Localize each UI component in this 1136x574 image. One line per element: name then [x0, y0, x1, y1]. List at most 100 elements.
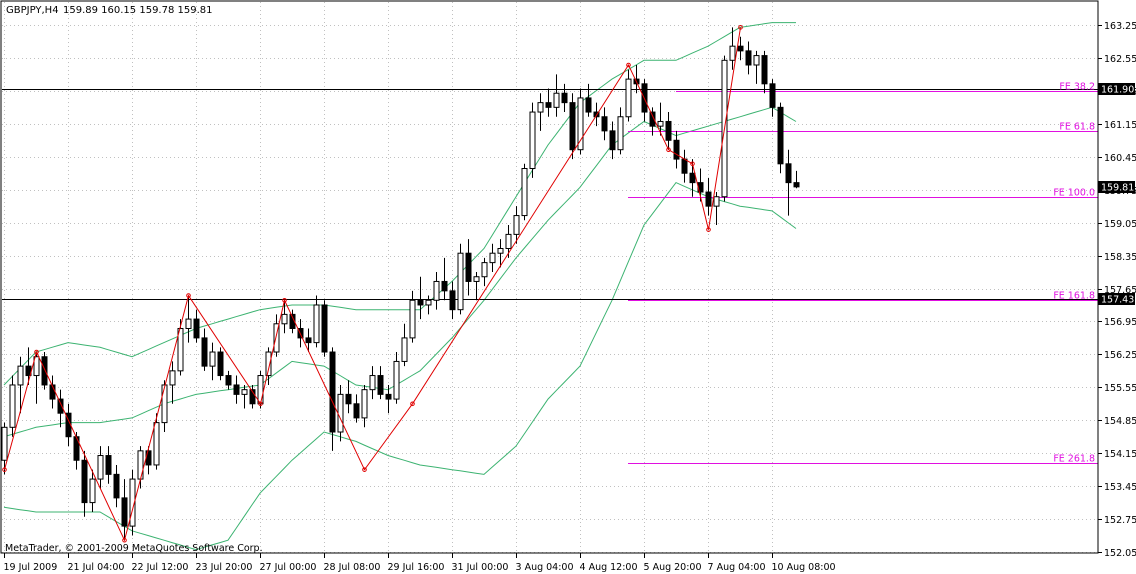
candle	[761, 50, 768, 94]
candle	[713, 192, 720, 225]
candle	[409, 290, 416, 343]
candle-body-bear	[81, 459, 88, 504]
candle-body-bull	[313, 304, 320, 344]
watermark-text: MetaTrader, © 2001-2009 MetaQuotes Softw…	[5, 543, 263, 554]
candle-body-bear	[769, 83, 776, 108]
candle	[513, 206, 520, 244]
candle	[185, 295, 192, 343]
candle	[281, 300, 288, 334]
candle-body-bear	[233, 384, 240, 395]
candle	[785, 149, 792, 216]
candle	[97, 446, 104, 489]
candle-body-bear	[561, 92, 568, 104]
candle-body-bear	[113, 473, 120, 499]
candle	[377, 366, 384, 400]
bollinger-middle	[3, 106, 797, 438]
candle-body-bear	[585, 97, 592, 113]
candle	[537, 93, 544, 131]
candle-body-bull	[425, 299, 432, 306]
candle-body-bear	[609, 130, 616, 151]
candle-body-bull	[273, 323, 280, 353]
candle-body-bull	[393, 360, 400, 400]
candle-body-bull	[457, 252, 464, 311]
candle-body-bull	[1, 426, 8, 461]
candle-body-bull	[153, 422, 160, 466]
candle-body-bull	[361, 389, 368, 419]
hline-price-box-label: 157.43	[1101, 295, 1134, 306]
x-tick-label: 27 Jul 00:00	[260, 562, 317, 573]
candle-body-bear	[465, 252, 472, 282]
candle	[177, 319, 184, 376]
candle-body-bull	[481, 262, 488, 278]
candle-body-bear	[377, 375, 384, 395]
y-tick-label: 154.15	[1104, 449, 1136, 460]
candle	[625, 69, 632, 122]
candle	[489, 243, 496, 273]
candle	[705, 177, 712, 216]
candle-body-bull	[521, 168, 528, 217]
candle-body-bull	[89, 478, 96, 504]
hline-price-box-bg	[1098, 293, 1135, 305]
x-tick-label: 22 Jul 12:00	[132, 562, 189, 573]
candle	[113, 464, 120, 508]
zigzag-point	[282, 297, 287, 303]
candle-body-bear	[689, 172, 696, 184]
candle-body-bull	[9, 384, 16, 428]
candle	[545, 88, 552, 117]
candle	[769, 79, 776, 117]
candle-body-bear	[121, 497, 128, 527]
bollinger-lower	[3, 181, 797, 551]
candle	[313, 295, 320, 348]
candle	[369, 366, 376, 400]
price-boxes: 161.90 157.43 159.81	[1098, 83, 1135, 306]
candle	[33, 352, 40, 404]
candle	[233, 375, 240, 404]
candle	[553, 74, 560, 117]
candle	[457, 243, 464, 315]
x-tick-label: 5 Aug 20:00	[644, 562, 702, 573]
candle-body-bear	[201, 337, 208, 367]
candle	[441, 257, 448, 301]
candle-body-bear	[321, 304, 328, 353]
candle-body-bull	[753, 55, 760, 66]
candle-body-bear	[545, 102, 552, 108]
candle	[497, 239, 504, 268]
candle-body-bull	[185, 318, 192, 329]
zigzag-point	[706, 227, 711, 232]
candle-body-bull	[473, 276, 480, 282]
x-tick-label: 23 Jul 20:00	[196, 562, 253, 573]
candle	[465, 239, 472, 296]
candle-body-bear	[673, 139, 680, 160]
zigzag-point	[362, 467, 367, 472]
candle-body-bull	[617, 116, 624, 151]
candle	[609, 121, 616, 160]
candle	[265, 347, 272, 385]
candle	[385, 384, 392, 414]
candle-body-bear	[569, 102, 576, 151]
fibo-level-label: FE 261.8	[1053, 454, 1095, 465]
candle-body-bull	[137, 450, 144, 480]
candle-body-bear	[41, 356, 48, 386]
zigzag-path	[4, 27, 741, 542]
candle	[17, 356, 24, 414]
candle	[393, 352, 400, 404]
candle	[81, 450, 88, 517]
fibo-level-label: FE 161.8	[1053, 291, 1095, 302]
candle-body-bull	[625, 78, 632, 118]
candle-body-bull	[209, 351, 216, 367]
candle-body-bear	[385, 393, 392, 400]
fibo-level-label: FE 100.0	[1053, 188, 1095, 199]
candle	[169, 361, 176, 404]
candle	[777, 102, 784, 174]
candle-body-bear	[345, 393, 352, 405]
y-tick-label: 159.05	[1104, 219, 1136, 230]
candle	[153, 413, 160, 470]
y-tick-label: 156.25	[1104, 350, 1136, 361]
candle-body-bull	[497, 248, 504, 254]
candle-body-bull	[553, 92, 560, 108]
y-tick-label: 157.65	[1104, 285, 1136, 296]
candle	[345, 380, 352, 414]
candlesticks[interactable]	[1, 27, 800, 541]
